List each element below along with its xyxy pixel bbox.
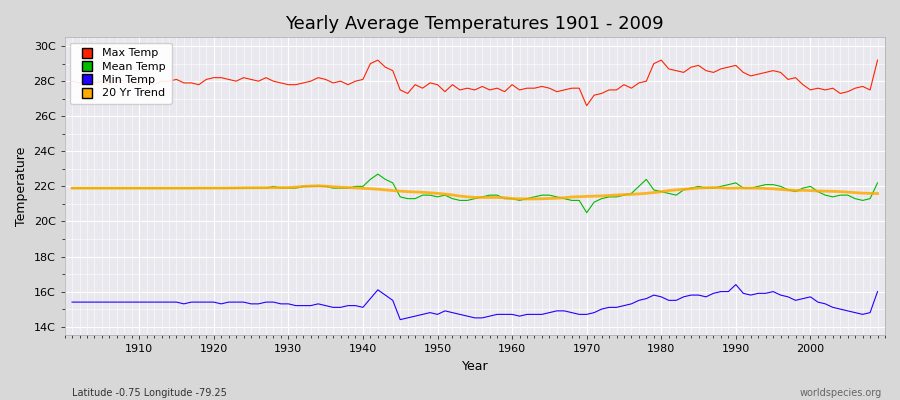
Y-axis label: Temperature: Temperature — [15, 147, 28, 226]
Text: Latitude -0.75 Longitude -79.25: Latitude -0.75 Longitude -79.25 — [72, 388, 227, 398]
Text: worldspecies.org: worldspecies.org — [800, 388, 882, 398]
Title: Yearly Average Temperatures 1901 - 2009: Yearly Average Temperatures 1901 - 2009 — [285, 15, 664, 33]
X-axis label: Year: Year — [462, 360, 488, 373]
Legend: Max Temp, Mean Temp, Min Temp, 20 Yr Trend: Max Temp, Mean Temp, Min Temp, 20 Yr Tre… — [70, 43, 172, 104]
